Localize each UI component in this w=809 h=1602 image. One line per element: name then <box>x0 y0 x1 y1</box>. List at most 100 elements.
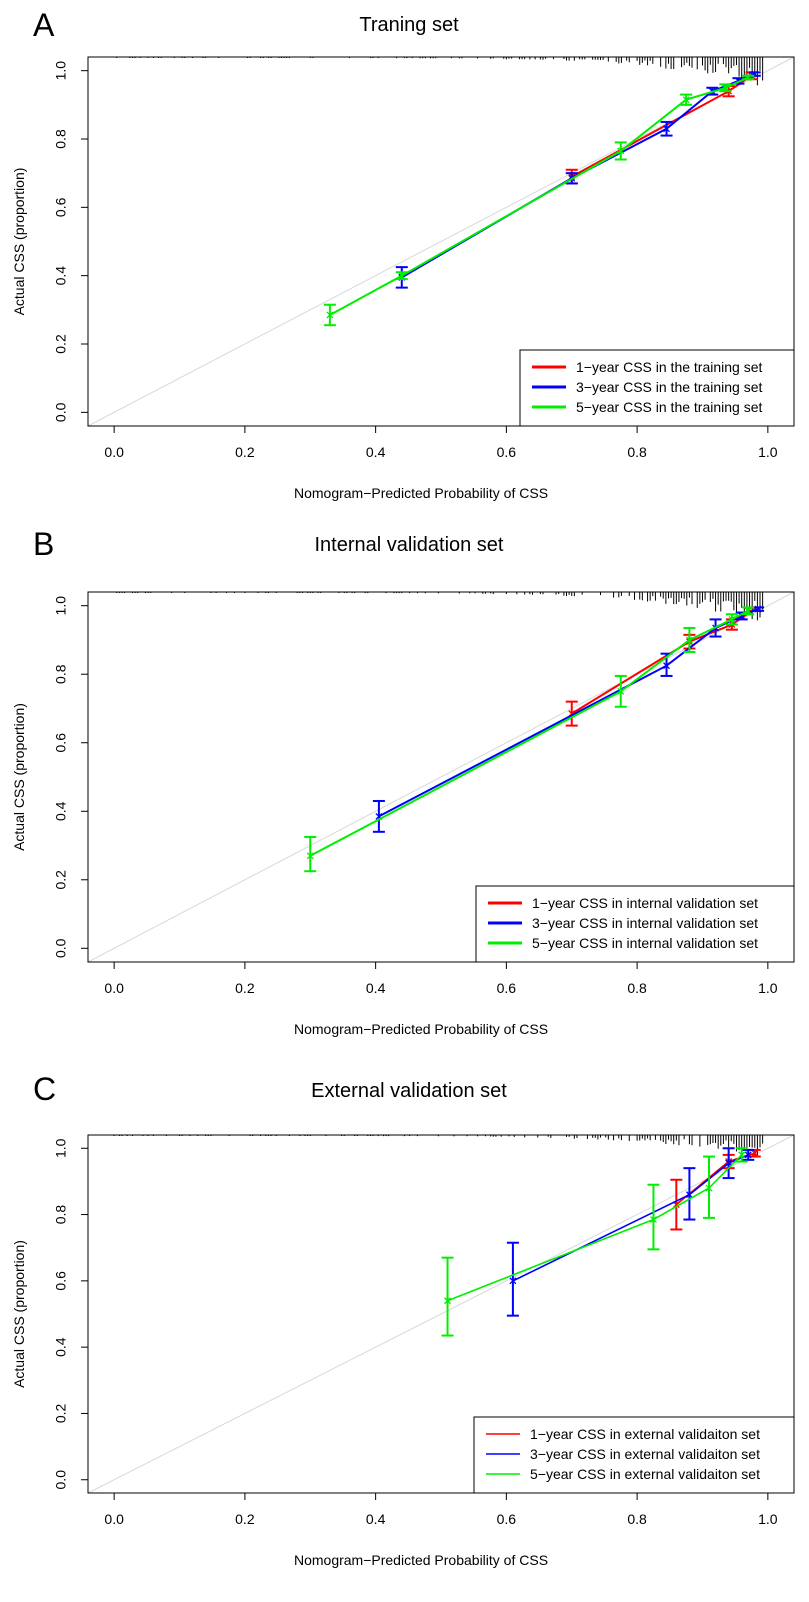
legend-item-2: 3−year CSS in external validaiton set <box>486 1446 760 1462</box>
data-point <box>509 1277 517 1285</box>
y-tick-label: 0.0 <box>53 402 69 422</box>
x-axis-label: Nomogram−Predicted Probability of CSS <box>294 1021 548 1037</box>
plot-frame <box>87 56 795 427</box>
x-axis-label: Nomogram−Predicted Probability of CSS <box>294 1552 548 1568</box>
data-point <box>326 311 334 319</box>
x-tick-label: 0.0 <box>104 1511 124 1527</box>
data-point <box>617 147 625 155</box>
legend-item-1: 1−year CSS in internal validation set <box>488 895 758 911</box>
y-tick-label: 0.2 <box>53 1404 69 1424</box>
legend-box <box>473 1416 795 1494</box>
x-tick-label: 0.0 <box>104 980 124 996</box>
x-tick-label: 0.8 <box>627 444 647 460</box>
x-tick-label: 0.2 <box>235 980 255 996</box>
distribution-rug <box>116 592 764 621</box>
x-tick-label: 1.0 <box>758 444 778 460</box>
x-tick-label: 0.4 <box>366 444 386 460</box>
y-axis-label: Actual CSS (proportion) <box>11 1240 27 1388</box>
legend-label: 1−year CSS in external validaiton set <box>530 1426 760 1442</box>
legend-item-3: 5−year CSS in the training set <box>532 399 762 415</box>
x-tick-label: 1.0 <box>758 980 778 996</box>
series-line <box>447 1154 743 1302</box>
legend-label: 3−year CSS in internal validation set <box>532 915 758 931</box>
plot-frame <box>87 591 795 963</box>
y-tick-label: 0.8 <box>53 1205 69 1225</box>
chart-title: Traning set <box>359 14 459 36</box>
y-tick-label: 0.6 <box>53 197 69 217</box>
y-tick-label: 0.0 <box>53 938 69 958</box>
legend-item-3: 5−year CSS in internal validation set <box>488 935 758 951</box>
chart-panel-c: C External validation set 0.0 0.2 0.4 0.6 0.8 1… <box>11 1071 795 1568</box>
reference-diagonal <box>87 591 795 963</box>
data-point <box>685 1191 693 1199</box>
y-tick-label: 1.0 <box>53 596 69 616</box>
error-bar <box>304 835 317 873</box>
legend-label: 1−year CSS in the training set <box>576 359 762 375</box>
x-tick-label: 0.6 <box>497 1511 517 1527</box>
legend-label: 5−year CSS in external validaiton set <box>530 1466 760 1482</box>
data-point <box>682 96 690 104</box>
data-point <box>663 662 670 670</box>
x-tick-label: 0.6 <box>497 980 517 996</box>
x-tick-label: 0.8 <box>627 980 647 996</box>
legend-item-1: 1−year CSS in the training set <box>532 359 762 375</box>
y-tick-label: 0.4 <box>53 801 69 821</box>
legend: 1−year CSS in external validaiton set 3−y… <box>473 1416 795 1494</box>
y-axis-label: Actual CSS (proportion) <box>11 168 27 316</box>
y-axis-label: Actual CSS (proportion) <box>11 703 27 851</box>
panel-letter: B <box>33 526 54 562</box>
x-tick-label: 0.0 <box>104 444 124 460</box>
panel-letter: C <box>33 1071 56 1107</box>
series-3 <box>441 1147 748 1337</box>
chart-title: Internal validation set <box>314 534 503 556</box>
distribution-rug <box>116 57 764 86</box>
data-point <box>744 607 752 615</box>
panel-letter: A <box>33 7 55 43</box>
data-point <box>721 84 729 92</box>
error-bar <box>647 1183 660 1251</box>
series-line <box>378 608 759 818</box>
legend: 1−year CSS in the training set 3−year CSS… <box>519 349 795 427</box>
y-tick-label: 0.6 <box>53 733 69 753</box>
data-point <box>738 1151 746 1159</box>
legend-item-2: 3−year CSS in internal validation set <box>488 915 758 931</box>
y-tick-label: 0.2 <box>53 870 69 890</box>
data-point <box>649 1216 657 1223</box>
data-point <box>398 272 406 280</box>
data-point <box>754 605 762 613</box>
y-tick-label: 0.2 <box>53 334 69 354</box>
x-tick-label: 0.4 <box>366 1511 386 1527</box>
y-tick-label: 0.4 <box>53 1337 69 1357</box>
legend-item-3: 5−year CSS in external validaiton set <box>486 1466 760 1482</box>
y-tick-label: 0.4 <box>53 266 69 286</box>
data-point <box>617 687 625 695</box>
data-point <box>663 125 670 133</box>
distribution-rug <box>113 1135 764 1156</box>
error-bar <box>441 1256 454 1337</box>
x-tick-label: 0.4 <box>366 980 386 996</box>
error-bar <box>506 1241 519 1317</box>
y-tick-label: 0.8 <box>53 664 69 684</box>
plot-frame <box>87 1134 795 1494</box>
x-axis-label: Nomogram−Predicted Probability of CSS <box>294 485 548 501</box>
reference-diagonal <box>87 56 795 427</box>
y-tick-label: 0.0 <box>53 1470 69 1490</box>
y-tick-label: 1.0 <box>53 61 69 81</box>
legend-label: 1−year CSS in internal validation set <box>532 895 758 911</box>
series-2 <box>506 1147 755 1317</box>
data-point <box>444 1297 451 1305</box>
legend: 1−year CSS in internal validation set 3−y… <box>475 885 795 963</box>
legend-label: 5−year CSS in the training set <box>576 399 762 415</box>
data-point <box>705 1184 713 1192</box>
data-point <box>306 852 314 860</box>
legend-label: 3−year CSS in external validaiton set <box>530 1446 760 1462</box>
series-3 <box>323 74 755 327</box>
data-point <box>744 74 752 81</box>
y-tick-label: 0.8 <box>53 129 69 149</box>
data-point <box>751 1149 759 1157</box>
x-tick-label: 0.2 <box>235 1511 255 1527</box>
x-tick-label: 0.2 <box>235 444 255 460</box>
y-tick-label: 0.6 <box>53 1271 69 1291</box>
